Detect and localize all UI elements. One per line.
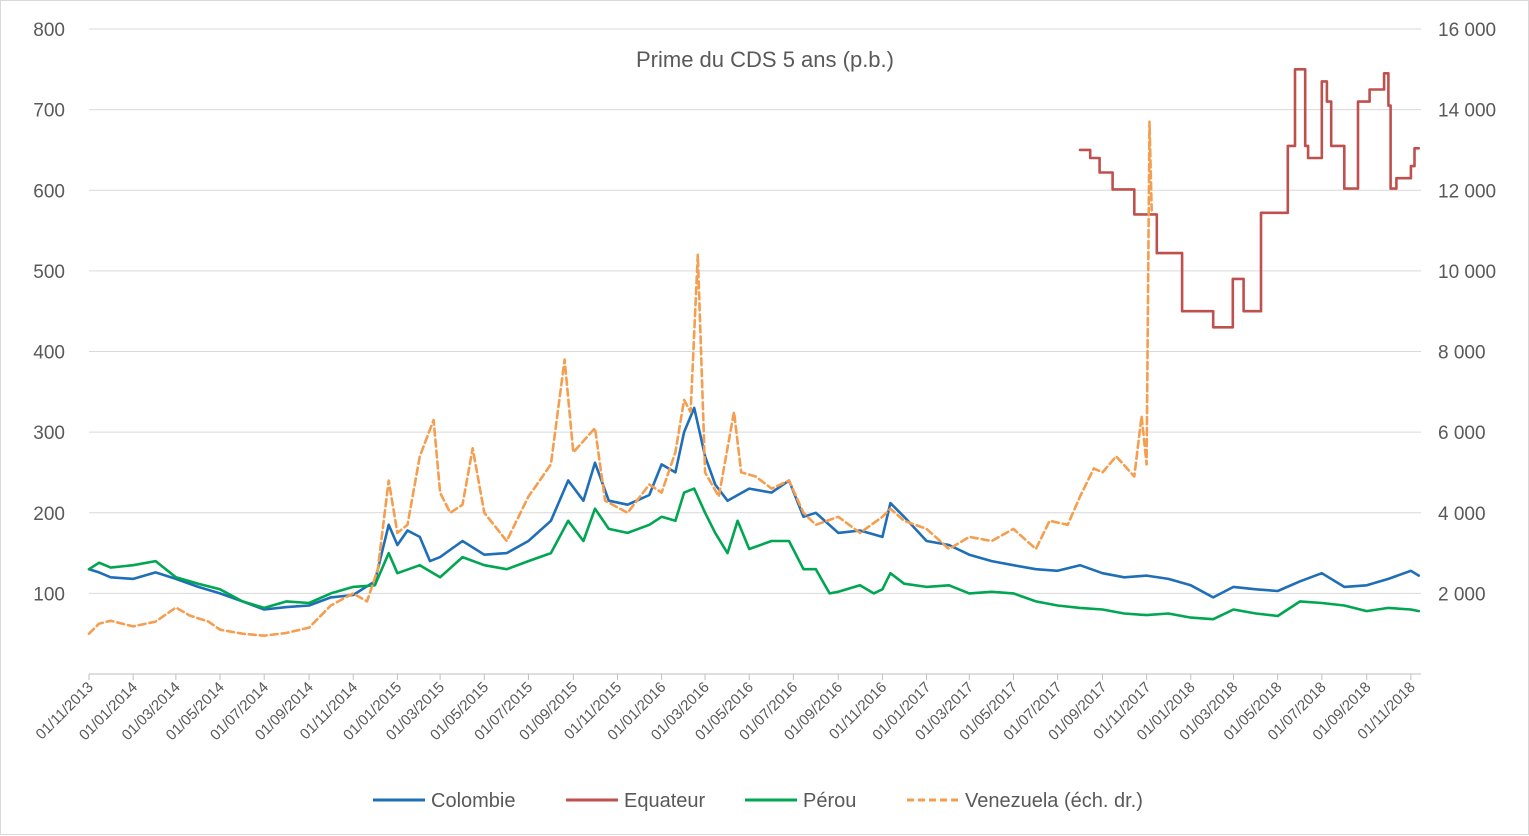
series-line-p-rou bbox=[87, 487, 1421, 621]
y-right-tick-label: 10 000 bbox=[1438, 262, 1496, 283]
gridlines bbox=[89, 28, 1421, 594]
y-left-tick-label: 400 bbox=[33, 343, 65, 364]
y-left-tick-label: 500 bbox=[33, 262, 65, 283]
y-axis-right: 16 000 14 000 12 000 10 000 8 000 6 000 4 000 2… bbox=[1438, 20, 1496, 605]
series-line-colombie bbox=[87, 406, 1421, 611]
legend-label: Venezuela (éch. dr.) bbox=[965, 790, 1143, 812]
series-lines bbox=[87, 68, 1421, 637]
chart-title: Prime du CDS 5 ans (p.b.) bbox=[636, 47, 894, 72]
y-left-tick-label: 300 bbox=[33, 423, 65, 444]
series-line-venezuela-ch-dr bbox=[87, 120, 1153, 637]
y-right-tick-label: 8 000 bbox=[1438, 343, 1486, 364]
y-left-tick-label: 700 bbox=[33, 101, 65, 122]
y-axis-left: 800 700 600 500 400 300 200 100 bbox=[33, 20, 65, 605]
y-right-tick-label: 2 000 bbox=[1438, 584, 1486, 605]
series-line-equateur bbox=[1078, 68, 1421, 329]
y-right-tick-label: 16 000 bbox=[1438, 20, 1496, 41]
y-left-tick-label: 800 bbox=[33, 20, 65, 41]
y-right-tick-label: 12 000 bbox=[1438, 181, 1496, 202]
legend-label: Equateur bbox=[624, 790, 706, 812]
legend-label: Colombie bbox=[431, 790, 515, 812]
y-right-tick-label: 14 000 bbox=[1438, 101, 1496, 122]
y-left-tick-label: 100 bbox=[33, 584, 65, 605]
y-left-tick-label: 200 bbox=[33, 504, 65, 525]
legend-label: Pérou bbox=[803, 790, 856, 812]
y-right-tick-label: 6 000 bbox=[1438, 423, 1486, 444]
legend: Colombie Equateur Pérou Venezuela (éch. dr.… bbox=[373, 790, 1143, 812]
x-axis: 01/11/201301/01/201401/03/201401/05/2014… bbox=[33, 673, 1421, 744]
y-right-tick-label: 4 000 bbox=[1438, 504, 1486, 525]
y-left-tick-label: 600 bbox=[33, 181, 65, 202]
